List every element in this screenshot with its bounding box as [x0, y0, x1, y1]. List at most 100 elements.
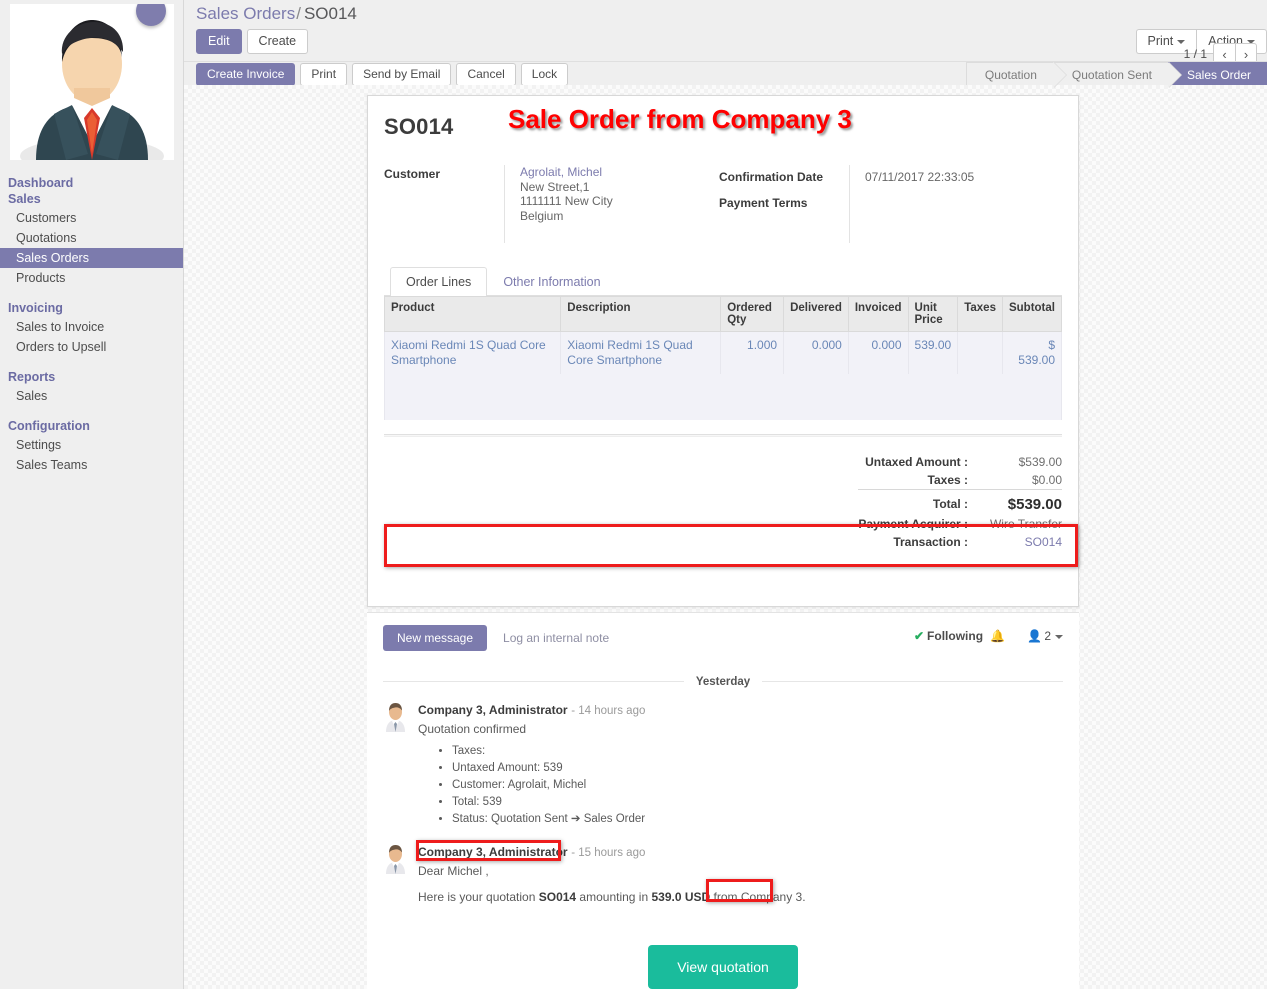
- payment-acquirer-label: Payment Acquirer :: [858, 516, 968, 531]
- column-subtotal[interactable]: Subtotal: [1001, 296, 1063, 332]
- status-stage-quotation[interactable]: Quotation: [965, 62, 1067, 88]
- message-text: Quotation confirmed Taxes: Untaxed Amoun…: [418, 721, 1063, 827]
- quotation-text-from: from: [710, 890, 741, 904]
- annotation-title: Sale Order from Company 3: [508, 104, 852, 134]
- column-product[interactable]: Product: [383, 296, 562, 332]
- followers-dropdown[interactable]: 👤 2: [1027, 629, 1063, 643]
- quotation-company: Company 3.: [740, 890, 806, 904]
- sidebar-item-sales-to-invoice[interactable]: Sales to Invoice: [16, 320, 105, 334]
- chatter: New message Log an internal note ✔ Follow…: [367, 612, 1079, 989]
- create-invoice-button[interactable]: Create Invoice: [196, 62, 296, 86]
- sidebar-item-orders-to-upsell[interactable]: Orders to Upsell: [16, 340, 107, 354]
- section-divider: [384, 434, 1062, 437]
- print-button[interactable]: Print: [300, 62, 348, 86]
- payment-acquirer-value: Wire Transfer: [989, 516, 1062, 531]
- totals-row-taxes: Taxes : $0.00: [858, 471, 1062, 490]
- statusbar-row: Create Invoice Print Send by Email Cance…: [184, 61, 1267, 88]
- confirmation-date-value: 07/11/2017 22:33:05: [865, 170, 975, 184]
- sidebar-item-sales-report[interactable]: Sales: [16, 389, 48, 403]
- quotation-reference: SO014: [538, 890, 577, 904]
- print-dropdown-button[interactable]: Print: [1135, 29, 1197, 54]
- sidebar-section-dashboard[interactable]: Dashboard: [8, 176, 74, 190]
- message-header: Company 3, Administrator - 15 hours ago: [418, 844, 1063, 859]
- form-fields: Customer Agrolait, Michel New Street,1 1…: [384, 165, 1062, 243]
- following-label: Following: [927, 629, 984, 643]
- sidebar-item-settings[interactable]: Settings: [16, 438, 62, 452]
- chatter-toolbar: New message Log an internal note ✔ Follow…: [383, 625, 1063, 651]
- column-invoiced[interactable]: Invoiced: [847, 296, 909, 332]
- edit-button[interactable]: Edit: [196, 29, 242, 54]
- main-area: Sales Orders/SO014 Edit Create Print Act…: [184, 0, 1267, 989]
- log-internal-note-link[interactable]: Log an internal note: [503, 631, 610, 645]
- status-stage-sales-order[interactable]: Sales Order: [1167, 62, 1267, 88]
- customer-street: New Street,1: [520, 179, 590, 194]
- cancel-button[interactable]: Cancel: [456, 62, 516, 86]
- quotation-amount: 539.0 USD: [651, 890, 711, 904]
- message-header: Company 3, Administrator - 14 hours ago: [418, 702, 1063, 717]
- sidebar: Dashboard Sales Customers Quotations Sal…: [0, 0, 184, 989]
- order-lines-head: Product Description Ordered Qty Delivere…: [383, 296, 1063, 332]
- following-toggle[interactable]: ✔ Following 🔔: [914, 629, 1005, 643]
- cell-subtotal[interactable]: $ 539.00: [1001, 331, 1063, 374]
- sidebar-item-products[interactable]: Products: [16, 271, 66, 285]
- message-author: Company 3, Administrator: [418, 703, 568, 717]
- tab-order-lines[interactable]: Order Lines: [390, 267, 488, 296]
- column-taxes[interactable]: Taxes: [957, 296, 1003, 332]
- view-quotation-button[interactable]: View quotation: [648, 945, 798, 989]
- sidebar-item-sales-orders[interactable]: Sales Orders: [0, 248, 183, 268]
- sidebar-section-reports: Reports: [8, 370, 56, 384]
- cell-description[interactable]: Xiaomi Redmi 1S Quad Core Smartphone: [560, 331, 722, 374]
- message-bullets: Taxes: Untaxed Amount: 539 Customer: Agr…: [418, 743, 1063, 827]
- avatar: [9, 4, 174, 160]
- cell-ordered-qty[interactable]: 1.000: [720, 331, 785, 374]
- cell-taxes[interactable]: [957, 331, 1003, 374]
- sidebar-section-sales: Sales: [8, 192, 41, 206]
- totals-separator: [858, 489, 1062, 494]
- list-item: Status: Quotation Sent ➔ Sales Order: [452, 811, 1063, 827]
- cell-delivered[interactable]: 0.000: [783, 331, 849, 374]
- message-greeting: Dear Michel ,: [418, 864, 489, 878]
- taxes-label: Taxes :: [927, 473, 968, 487]
- user-avatar-icon: [383, 844, 408, 874]
- sidebar-item-quotations[interactable]: Quotations: [16, 231, 77, 245]
- send-by-email-button[interactable]: Send by Email: [352, 62, 452, 86]
- sidebar-divider-2: [0, 357, 183, 366]
- untaxed-amount-value: $539.00: [1018, 455, 1062, 469]
- empty-cell[interactable]: [384, 396, 1062, 420]
- cell-invoiced[interactable]: 0.000: [847, 331, 909, 374]
- record-toolbar: Edit Create Print Action 1 / 1 ‹ ›: [184, 25, 1267, 65]
- content-area: SO014 Sale Order from Company 3 Customer…: [184, 85, 1267, 989]
- totals-separator-right: [982, 489, 1062, 494]
- transaction-value[interactable]: SO014: [1024, 534, 1062, 549]
- list-item: Taxes:: [452, 743, 1063, 759]
- table-empty-row[interactable]: [384, 396, 1062, 420]
- message-body: Company 3, Administrator - 15 hours ago …: [418, 844, 1063, 905]
- column-delivered[interactable]: Delivered: [783, 296, 849, 332]
- sidebar-item-customers[interactable]: Customers: [16, 211, 77, 225]
- bell-icon[interactable]: 🔔: [990, 629, 1005, 643]
- total-label: Total :: [932, 497, 968, 511]
- payment-terms-value: [865, 185, 974, 203]
- order-lines-body: Xiaomi Redmi 1S Quad Core Smartphone Xia…: [383, 331, 1063, 420]
- table-row[interactable]: Xiaomi Redmi 1S Quad Core Smartphone Xia…: [383, 331, 1063, 374]
- column-description[interactable]: Description: [560, 296, 722, 332]
- breadcrumb-root[interactable]: Sales Orders: [196, 4, 296, 23]
- message-body: Company 3, Administrator - 14 hours ago …: [418, 702, 1063, 828]
- untaxed-amount-label: Untaxed Amount :: [865, 455, 968, 469]
- payment-terms-label: Payment Terms: [719, 196, 808, 210]
- order-lines-table: Product Description Ordered Qty Delivere…: [383, 296, 1063, 420]
- create-button[interactable]: Create: [246, 29, 309, 54]
- cell-unit-price[interactable]: 539.00: [907, 331, 959, 374]
- cell-product[interactable]: Xiaomi Redmi 1S Quad Core Smartphone: [383, 331, 562, 374]
- tab-other-information[interactable]: Other Information: [503, 275, 601, 289]
- new-message-button[interactable]: New message: [383, 625, 488, 651]
- lock-button[interactable]: Lock: [520, 62, 569, 86]
- customer-name[interactable]: Agrolait, Michel: [520, 165, 603, 179]
- sidebar-item-sales-teams[interactable]: Sales Teams: [16, 458, 88, 472]
- column-ordered-qty[interactable]: Ordered Qty: [720, 296, 785, 332]
- message-summary: Quotation confirmed: [418, 722, 527, 736]
- chevron-down-icon: [1177, 39, 1186, 44]
- totals-row-untaxed: Untaxed Amount : $539.00: [858, 453, 1062, 471]
- column-unit-price[interactable]: Unit Price: [907, 296, 959, 332]
- totals-row-total: Total : $539.00: [858, 494, 1062, 515]
